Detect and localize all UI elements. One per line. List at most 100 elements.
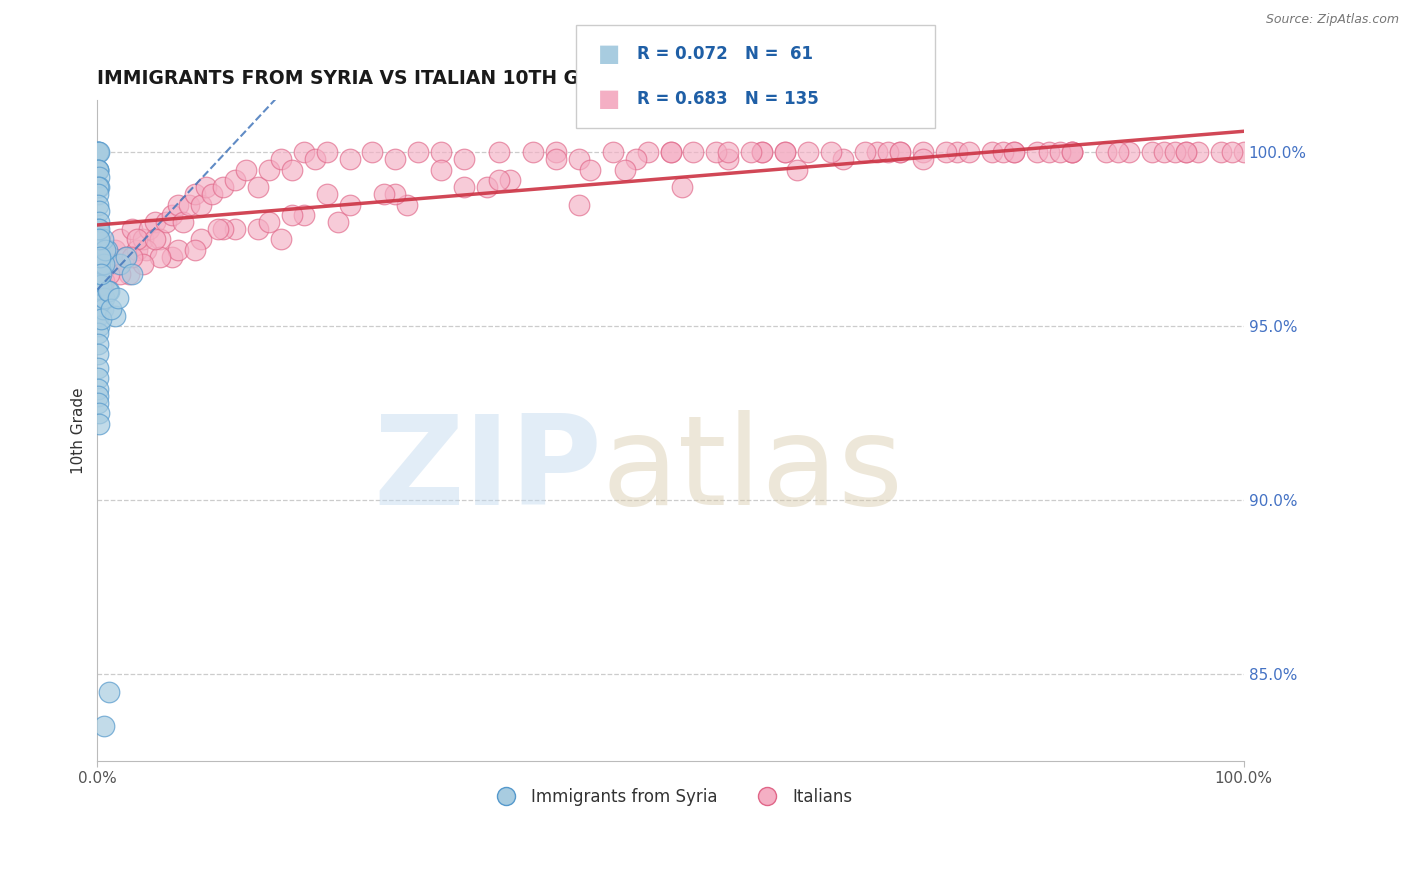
Point xyxy=(172,215,194,229)
Point xyxy=(121,267,143,281)
Point xyxy=(134,243,156,257)
Point xyxy=(544,153,567,167)
Point xyxy=(87,162,110,177)
Point xyxy=(659,145,682,160)
Point xyxy=(522,145,544,160)
Point xyxy=(87,371,110,385)
Point xyxy=(430,145,453,160)
Point xyxy=(107,292,129,306)
Point xyxy=(1060,145,1083,160)
Point xyxy=(97,267,120,281)
Point xyxy=(224,222,246,236)
Point xyxy=(87,361,110,376)
Point xyxy=(384,187,406,202)
Point xyxy=(115,250,138,264)
Point xyxy=(889,145,911,160)
Point xyxy=(149,250,172,264)
Point xyxy=(87,187,110,202)
Point xyxy=(1060,145,1083,160)
Point xyxy=(94,243,117,257)
Point xyxy=(315,187,337,202)
Point xyxy=(87,222,110,236)
Point xyxy=(946,145,969,160)
Point xyxy=(91,257,114,271)
Point xyxy=(121,250,143,264)
Point xyxy=(93,292,115,306)
Point xyxy=(315,145,337,160)
Point xyxy=(103,309,125,323)
Point xyxy=(1175,145,1198,160)
Point xyxy=(326,215,349,229)
Point xyxy=(87,169,110,184)
Point xyxy=(1209,145,1232,160)
Point xyxy=(87,389,110,403)
Point xyxy=(1233,145,1256,160)
Point xyxy=(89,232,111,246)
Point xyxy=(740,145,762,160)
Point xyxy=(453,153,475,167)
Point xyxy=(132,257,155,271)
Point xyxy=(339,197,361,211)
Point xyxy=(751,145,773,160)
Point xyxy=(395,197,418,211)
Point xyxy=(87,406,110,420)
Point xyxy=(93,274,115,288)
Point xyxy=(1004,145,1026,160)
Text: Source: ZipAtlas.com: Source: ZipAtlas.com xyxy=(1265,13,1399,27)
Point xyxy=(717,153,740,167)
Point xyxy=(1140,145,1163,160)
Point xyxy=(87,180,110,194)
Point xyxy=(87,347,110,361)
Point xyxy=(96,250,118,264)
Point xyxy=(160,208,183,222)
Point xyxy=(87,417,110,431)
Point xyxy=(1164,145,1187,160)
Point xyxy=(613,162,636,177)
Point xyxy=(246,222,269,236)
Point xyxy=(149,232,172,246)
Point xyxy=(408,145,430,160)
Point xyxy=(1038,145,1060,160)
Point xyxy=(889,145,911,160)
Point xyxy=(1026,145,1049,160)
Point xyxy=(184,187,207,202)
Point xyxy=(110,257,132,271)
Point xyxy=(89,250,111,264)
Point xyxy=(87,145,110,160)
Point xyxy=(87,257,110,271)
Point xyxy=(87,243,110,257)
Point xyxy=(97,257,120,271)
Point xyxy=(87,396,110,410)
Text: R = 0.072   N =  61: R = 0.072 N = 61 xyxy=(637,45,813,62)
Point xyxy=(87,382,110,396)
Legend: Immigrants from Syria, Italians: Immigrants from Syria, Italians xyxy=(482,780,859,813)
Point xyxy=(866,145,889,160)
Point xyxy=(855,145,877,160)
Point xyxy=(190,232,212,246)
Point xyxy=(706,145,728,160)
Point xyxy=(361,145,384,160)
Point xyxy=(281,162,304,177)
Point xyxy=(107,257,129,271)
Point xyxy=(259,215,281,229)
Point xyxy=(499,173,522,187)
Text: ■: ■ xyxy=(598,87,620,111)
Point xyxy=(270,153,292,167)
Point xyxy=(544,145,567,160)
Point xyxy=(488,145,510,160)
Point xyxy=(91,301,114,316)
Point xyxy=(259,162,281,177)
Point xyxy=(87,285,110,299)
Point xyxy=(87,222,110,236)
Point xyxy=(786,162,808,177)
Y-axis label: 10th Grade: 10th Grade xyxy=(72,387,86,474)
Point xyxy=(87,292,110,306)
Point xyxy=(110,267,132,281)
Point xyxy=(87,309,110,323)
Point xyxy=(201,187,224,202)
Point xyxy=(957,145,980,160)
Point xyxy=(579,162,602,177)
Point xyxy=(820,145,842,160)
Point xyxy=(281,208,304,222)
Point xyxy=(1060,145,1083,160)
